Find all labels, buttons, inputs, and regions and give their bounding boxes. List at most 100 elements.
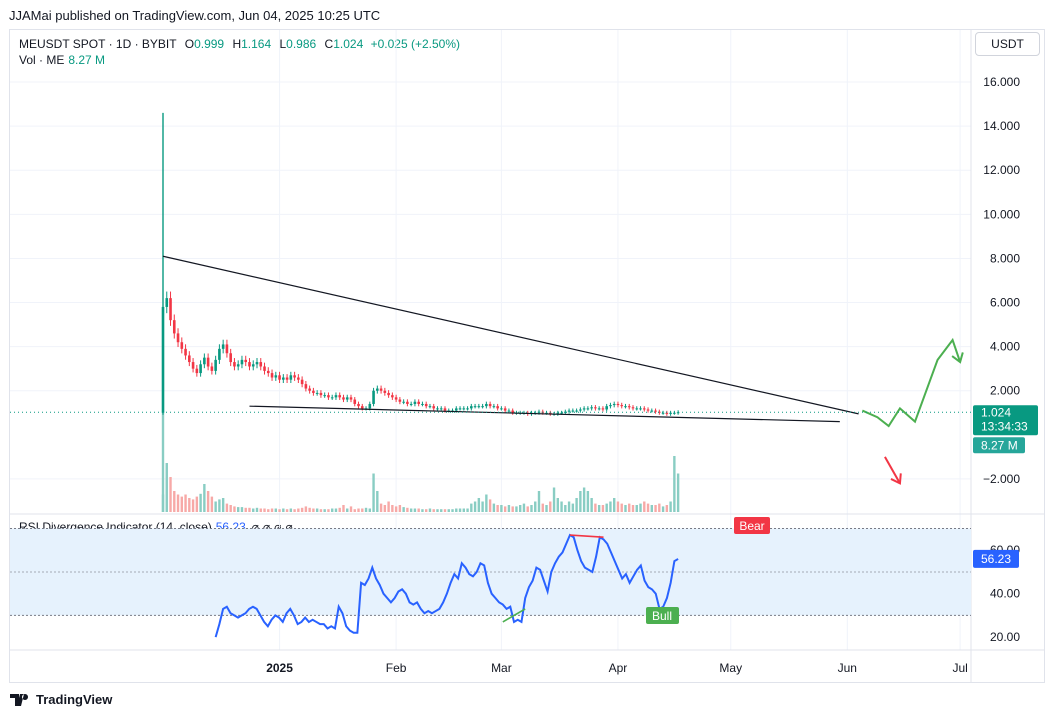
volume-bar (237, 507, 240, 512)
candle-body (673, 412, 676, 414)
candle-body (285, 377, 289, 380)
candle-body (312, 390, 315, 393)
candle-body (639, 408, 642, 410)
volume-bar (387, 501, 390, 512)
volume-bar (293, 509, 296, 512)
candle-body (669, 412, 672, 414)
rsi-tick-label: 20.00 (990, 630, 1020, 644)
candle-body (609, 405, 612, 407)
volume-bar (455, 508, 458, 512)
candle-body (597, 408, 601, 410)
volume-value: 8.27 M (68, 53, 106, 67)
candle-body (274, 375, 278, 378)
volume-bar (319, 509, 323, 512)
time-tick-label: Mar (491, 661, 512, 675)
time-tick-label: Jul (952, 661, 967, 675)
candle-body (398, 399, 402, 402)
volume-bar (447, 509, 450, 512)
candle-body (391, 395, 394, 398)
chart-frame (9, 29, 1045, 683)
volume-bar (597, 505, 601, 512)
candle-body (289, 375, 293, 380)
volume-bar (443, 509, 447, 512)
candle-body (172, 320, 176, 334)
candle-body (372, 390, 375, 404)
volume-bar (233, 506, 236, 512)
volume-bar (481, 501, 484, 512)
high-value: 1.164 (241, 37, 272, 51)
volume-bar (432, 509, 435, 512)
volume-bar (308, 507, 311, 512)
candle-body (338, 395, 342, 398)
candle-body (251, 364, 255, 367)
volume-bar (229, 505, 232, 512)
candle-body (383, 390, 387, 393)
symbol-legend: MEUSDT SPOT · 1D · BYBIT O0.999 H1.164 L… (19, 36, 460, 53)
candle-body (582, 408, 586, 410)
candle-body (319, 392, 323, 396)
currency-button[interactable]: USDT (975, 32, 1040, 56)
open-value: 0.999 (194, 37, 225, 51)
volume-bar (605, 503, 608, 512)
candle-body (210, 366, 214, 371)
candle-body (511, 410, 514, 413)
volume-bar (289, 508, 293, 512)
candle-body (357, 403, 360, 407)
volume-bar-spike (161, 412, 165, 512)
candle-body (548, 412, 552, 414)
candle-body (477, 406, 481, 408)
volume-bar (579, 491, 582, 512)
volume-bar (477, 498, 481, 512)
volume-bar (300, 507, 304, 512)
volume-bar (372, 473, 375, 512)
candle-body (424, 403, 428, 407)
volume-bar (376, 491, 379, 512)
candle-body (221, 344, 225, 349)
candle-body (206, 357, 210, 367)
volume-bar (624, 505, 627, 512)
projection-path (861, 337, 962, 428)
volume-bar (466, 508, 469, 512)
volume-bar (488, 499, 492, 512)
candle-body (545, 412, 548, 414)
volume-bar (473, 501, 477, 512)
candle-body (353, 399, 357, 404)
volume-bar (492, 503, 496, 512)
time-tick-label: Apr (609, 661, 628, 675)
volume-bar (364, 507, 368, 512)
trendline (249, 405, 840, 423)
volume-bar (654, 505, 657, 512)
volume-bar (274, 508, 277, 512)
volume-bar (225, 503, 229, 512)
volume-bar (549, 501, 552, 512)
volume-bar (537, 491, 541, 512)
candle-body (481, 406, 484, 408)
volume-bar (522, 503, 526, 512)
price-tick-label: 6.000 (990, 296, 1020, 310)
bull-divergence-line (502, 608, 526, 623)
symbol-name[interactable]: MEUSDT SPOT · 1D · BYBIT (19, 37, 177, 51)
trendline (162, 255, 859, 415)
candle-body (439, 408, 443, 410)
volume-bar (379, 503, 383, 512)
volume-bar (402, 507, 405, 512)
candle-body (507, 410, 511, 412)
candle-body (462, 408, 466, 410)
candle-body (282, 377, 285, 380)
volume-label[interactable]: Vol · ME (19, 53, 65, 67)
candle-body (503, 408, 507, 411)
volume-bar (503, 506, 507, 512)
volume-bar (556, 498, 559, 512)
time-tick-label: 2025 (266, 661, 293, 675)
volume-bar (218, 499, 221, 512)
candle-body (297, 377, 300, 380)
candle-body (334, 395, 338, 398)
tradingview-logo[interactable]: TradingView (10, 692, 112, 707)
volume-bar (406, 507, 409, 512)
volume-bar (195, 496, 199, 512)
volume-bar (221, 498, 225, 512)
candle-body (379, 388, 383, 391)
candle-body (236, 364, 240, 367)
volume-bar (263, 508, 266, 512)
